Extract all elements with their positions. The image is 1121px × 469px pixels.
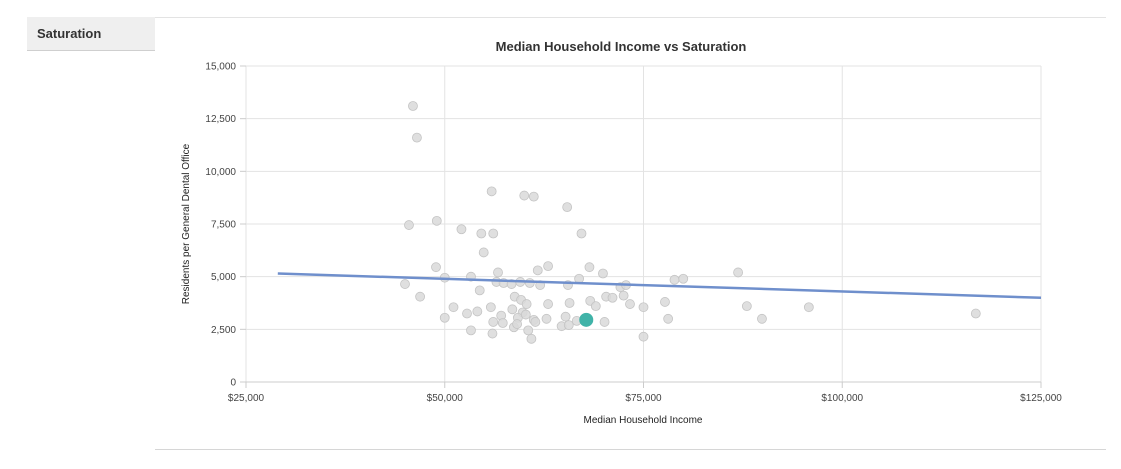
axes bbox=[240, 65, 1042, 388]
data-point bbox=[543, 299, 553, 309]
data-point bbox=[564, 298, 575, 308]
data-point bbox=[497, 318, 508, 328]
data-point bbox=[532, 265, 543, 276]
data-point bbox=[408, 101, 418, 111]
data-point bbox=[488, 317, 499, 327]
data-point bbox=[638, 302, 649, 313]
tab-saturation[interactable]: Saturation bbox=[27, 17, 155, 51]
y-tick-label: 7,500 bbox=[211, 220, 236, 231]
data-point bbox=[462, 308, 472, 319]
data-point bbox=[526, 333, 537, 344]
data-point bbox=[607, 292, 618, 303]
data-point bbox=[803, 302, 814, 313]
top-divider bbox=[155, 17, 1106, 18]
data-point bbox=[431, 262, 441, 273]
y-tick-label: 2,500 bbox=[211, 325, 236, 336]
data-point bbox=[576, 228, 587, 239]
y-tick-label: 10,000 bbox=[205, 167, 236, 178]
data-point bbox=[663, 313, 674, 324]
data-point bbox=[472, 306, 483, 317]
y-tick-label: 12,500 bbox=[205, 114, 236, 125]
data-point bbox=[512, 319, 522, 329]
data-point bbox=[590, 301, 601, 312]
data-points bbox=[400, 101, 981, 344]
data-point bbox=[678, 273, 689, 284]
data-point bbox=[487, 328, 498, 339]
data-point bbox=[523, 325, 534, 336]
x-axis-label: Median Household Income bbox=[584, 415, 703, 426]
data-point bbox=[456, 224, 467, 235]
y-tick-labels: 0 2,500 5,000 7,500 10,000 12,500 15,000 bbox=[205, 62, 236, 389]
data-point bbox=[521, 299, 532, 309]
data-point bbox=[563, 320, 574, 331]
data-point bbox=[560, 311, 571, 322]
data-point bbox=[488, 228, 499, 239]
data-point bbox=[448, 302, 459, 313]
x-tick-label: $50,000 bbox=[427, 393, 464, 404]
data-point bbox=[404, 220, 414, 230]
data-point bbox=[741, 301, 752, 312]
data-point bbox=[519, 190, 530, 201]
data-point bbox=[507, 304, 518, 315]
x-tick-label: $75,000 bbox=[625, 393, 662, 404]
data-point bbox=[466, 325, 476, 336]
data-point bbox=[625, 299, 635, 309]
data-point bbox=[431, 215, 442, 226]
data-point bbox=[530, 317, 541, 327]
data-point bbox=[618, 290, 629, 301]
highlight-group bbox=[579, 312, 594, 327]
x-tick-labels: $25,000 $50,000 $75,000 $100,000 $125,000 bbox=[228, 393, 1062, 404]
data-point bbox=[970, 308, 981, 319]
data-point bbox=[733, 267, 744, 278]
y-tick-label: 15,000 bbox=[205, 62, 236, 73]
data-point bbox=[520, 309, 531, 320]
data-point bbox=[478, 247, 489, 258]
chart-title: Median Household Income vs Saturation bbox=[496, 39, 747, 54]
data-point bbox=[486, 186, 497, 197]
bottom-divider bbox=[155, 449, 1106, 450]
x-tick-label: $125,000 bbox=[1020, 393, 1062, 404]
data-point bbox=[415, 291, 426, 302]
data-point bbox=[524, 278, 535, 288]
data-point bbox=[599, 317, 610, 327]
x-tick-label: $100,000 bbox=[821, 393, 863, 404]
trend-line-group bbox=[277, 272, 1042, 299]
data-point bbox=[412, 132, 422, 143]
data-point bbox=[474, 285, 485, 296]
data-point bbox=[584, 262, 595, 273]
data-point bbox=[562, 202, 573, 213]
data-point bbox=[757, 313, 767, 324]
data-point bbox=[476, 228, 487, 239]
y-axis-label: Residents per General Dental Office bbox=[181, 143, 192, 304]
y-tick-label: 5,000 bbox=[211, 272, 236, 283]
data-point bbox=[660, 297, 670, 307]
data-point bbox=[485, 302, 496, 313]
highlighted-point bbox=[579, 312, 594, 327]
data-point bbox=[638, 331, 649, 342]
data-point bbox=[400, 279, 410, 289]
data-point bbox=[493, 267, 503, 278]
data-point bbox=[439, 312, 450, 323]
x-tick-label: $25,000 bbox=[228, 393, 265, 404]
trend-line bbox=[277, 272, 1042, 299]
data-point bbox=[528, 191, 539, 202]
data-point bbox=[669, 274, 680, 285]
data-point bbox=[598, 268, 608, 279]
data-point bbox=[541, 313, 552, 324]
y-tick-label: 0 bbox=[230, 378, 236, 389]
data-point bbox=[543, 261, 553, 272]
